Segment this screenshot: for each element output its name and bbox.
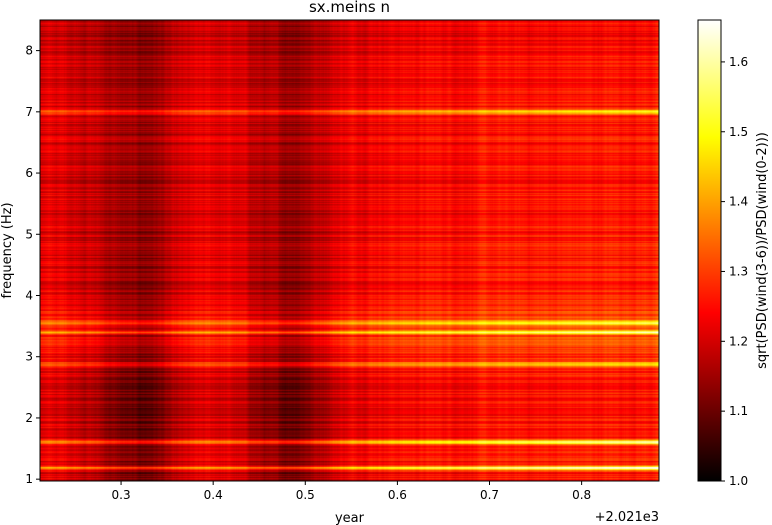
x-axis-label: year — [335, 511, 365, 525]
x-tick-label: 0.5 — [296, 488, 315, 502]
colorbar-tick-label: 1.5 — [729, 125, 748, 139]
colorbar-tick-label: 1.1 — [729, 404, 748, 418]
colorbar-tick-label: 1.0 — [729, 474, 748, 488]
colorbar-axis: 1.0 1.1 1.2 1.3 1.4 1.5 1.6 — [721, 55, 748, 488]
y-tick-label: 2 — [25, 411, 33, 425]
heatmap-plot — [39, 19, 660, 482]
y-tick-label: 1 — [25, 472, 33, 486]
y-tick-label: 3 — [25, 350, 33, 364]
y-axis-label: frequency (Hz) — [0, 202, 15, 298]
y-tick-label: 4 — [25, 288, 33, 302]
colorbar-tick-label: 1.4 — [729, 195, 748, 209]
heatmap-image — [40, 20, 659, 481]
x-offset-text: +2.021e3 — [595, 510, 659, 525]
chart-title: sx.meins n — [309, 0, 390, 16]
x-tick-label: 0.6 — [388, 488, 407, 502]
colorbar-tick-label: 1.6 — [729, 55, 748, 69]
x-tick-label: 0.3 — [112, 488, 131, 502]
y-axis: 1 2 3 4 5 6 7 8 — [25, 44, 40, 486]
colorbar: 1.0 1.1 1.2 1.3 1.4 1.5 1.6 sqrt(PSD(wind(3-6)… — [697, 19, 770, 488]
colorbar-tick-label: 1.2 — [729, 334, 748, 348]
colorbar-gradient — [697, 19, 722, 482]
y-tick-label: 8 — [25, 44, 33, 58]
x-tick-label: 0.8 — [572, 488, 591, 502]
y-tick-label: 7 — [25, 105, 33, 119]
x-axis: 0.3 0.4 0.5 0.6 0.7 0.8 — [112, 481, 591, 502]
y-tick-label: 5 — [25, 227, 33, 241]
plot-frame — [39, 19, 660, 482]
x-tick-label: 0.7 — [480, 488, 499, 502]
x-tick-label: 0.4 — [204, 488, 223, 502]
colorbar-label: sqrt(PSD(wind(3-6))/PSD(wind(0-2))) — [755, 132, 770, 369]
y-tick-label: 6 — [25, 166, 33, 180]
colorbar-tick-label: 1.3 — [729, 264, 748, 278]
